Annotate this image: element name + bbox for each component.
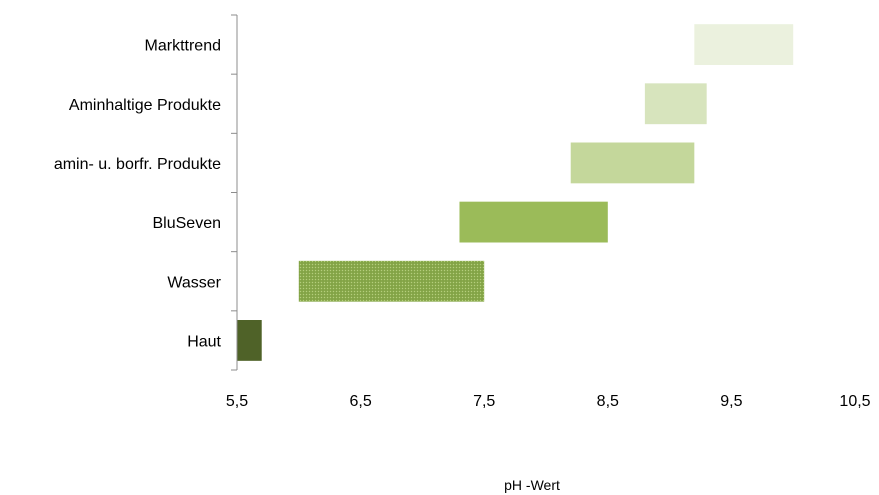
bar-2 (644, 83, 707, 125)
bar-5 (298, 260, 485, 302)
bar-1 (694, 24, 794, 65)
category-labels: Markttrend Aminhaltige Produkte amin- u. b… (54, 38, 222, 351)
x-tick-labels: 5,5 6,5 7,5 8,5 9,5 10,5 (226, 393, 871, 410)
x-tick-label: 6,5 (349, 393, 371, 410)
category-label: Markttrend (145, 38, 221, 55)
axes-layer (231, 14, 238, 371)
x-tick-label: 7,5 (473, 393, 495, 410)
bar-3 (570, 142, 695, 184)
category-label: amin- u. borfr. Produkte (54, 156, 221, 173)
x-tick-label: 10,5 (839, 393, 870, 410)
category-label: Haut (187, 333, 221, 350)
x-tick-label: 9,5 (720, 393, 742, 410)
category-label: BluSeven (153, 215, 222, 232)
bars-layer (237, 24, 794, 361)
category-label: Aminhaltige Produkte (69, 97, 221, 114)
x-tick-label: 8,5 (597, 393, 619, 410)
bar-4 (459, 201, 608, 243)
x-tick-label: 5,5 (226, 393, 248, 410)
x-axis-label: pH -Wert (504, 477, 560, 493)
category-label: Wasser (167, 274, 221, 291)
bar-6 (237, 320, 262, 361)
